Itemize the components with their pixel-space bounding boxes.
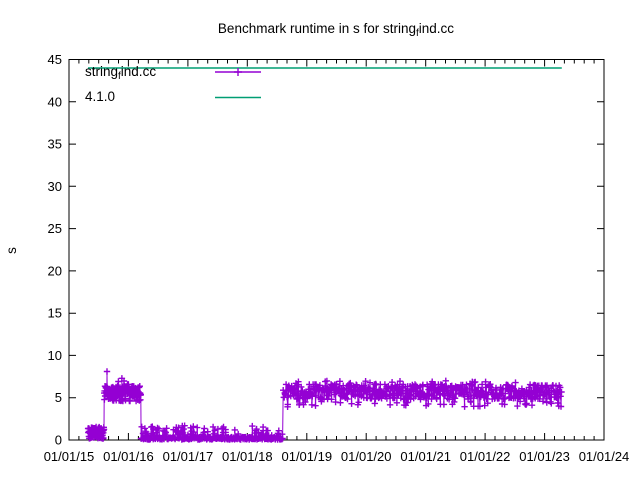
x-tick-label: 01/01/24 [579,449,630,464]
x-tick-label: 01/01/19 [281,449,332,464]
x-tick-label: 01/01/21 [400,449,451,464]
chart-title-subscript: f [416,28,419,39]
legend-sample-series-marker [234,68,242,76]
legend-series-name: string [85,64,119,79]
legend-series-suffix: ind.cc [120,64,157,79]
y-tick-label: 0 [55,433,62,448]
legend-label-reference: 4.1.0 [85,89,116,104]
y-tick-label: 25 [48,221,62,236]
y-tick-label: 35 [48,137,62,152]
chart-title-text: Benchmark runtime in s for string [217,21,417,36]
chart-title-suffix: ind.cc [418,21,455,36]
y-axis-label: s [3,247,19,254]
series-markers [84,368,565,443]
y-tick-label: 30 [48,179,62,194]
x-tick-label: 01/01/23 [519,449,570,464]
x-tick-label: 01/01/17 [163,449,214,464]
y-tick-label: 40 [48,94,62,109]
x-tick-label: 01/01/15 [44,449,95,464]
legend-label-series: stringfind.cc [85,64,156,82]
x-tick-label: 01/01/16 [103,449,154,464]
y-tick-label: 10 [48,348,62,363]
chart-title: Benchmark runtime in s for stringfind.cc [218,21,454,39]
x-tick-label: 01/01/18 [222,449,273,464]
y-tick-label: 45 [48,52,62,67]
y-tick-label: 5 [55,390,62,405]
y-tick-label: 20 [48,263,62,278]
x-tick-label: 01/01/20 [341,449,392,464]
x-tick-label: 01/01/22 [460,449,511,464]
legend-series-subscript: f [118,71,121,82]
plot-border [68,59,605,441]
y-tick-label: 15 [48,306,62,321]
